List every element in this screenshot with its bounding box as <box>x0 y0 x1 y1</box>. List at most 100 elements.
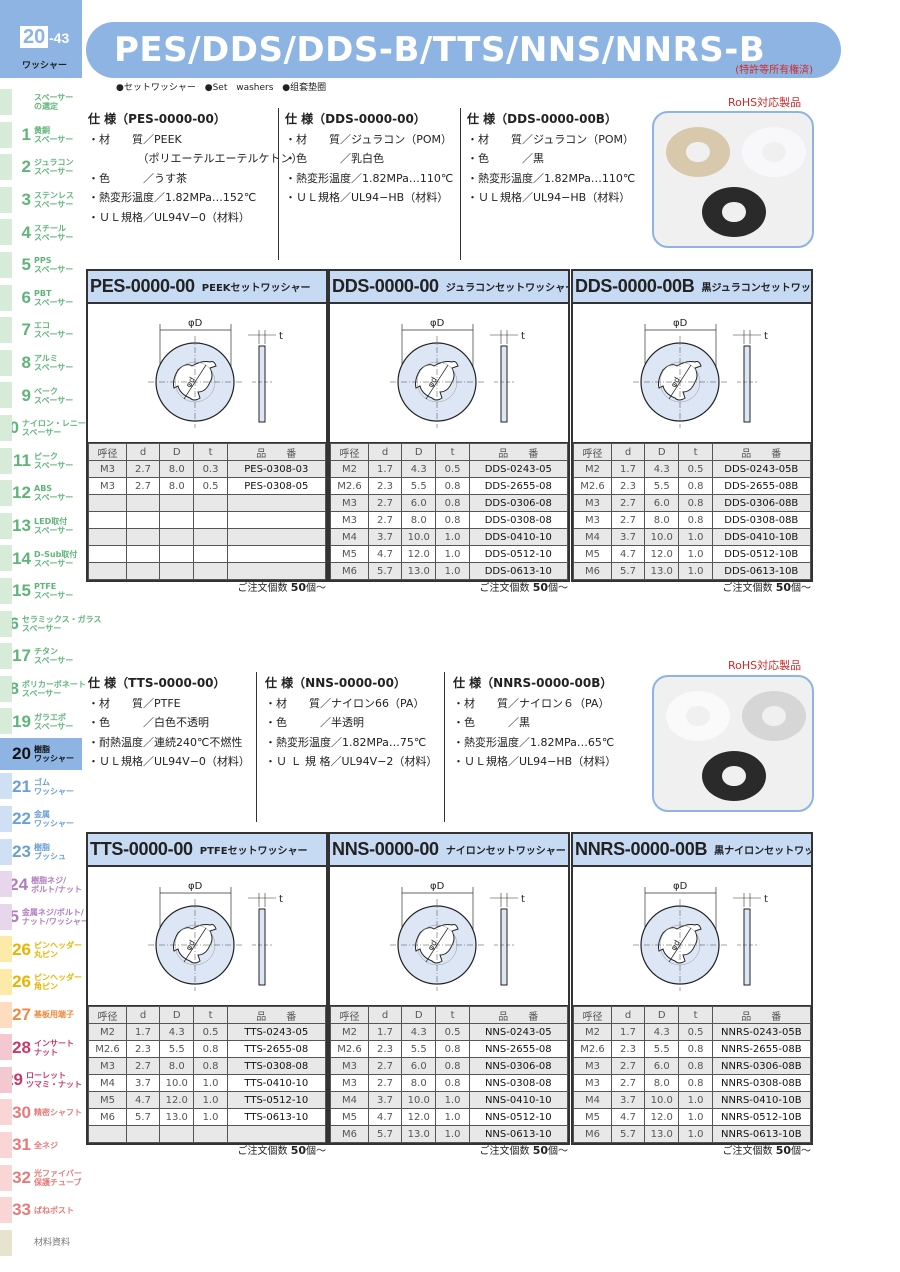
sidebar-item-33[interactable]: 33 ばねポスト <box>0 1194 82 1227</box>
sidebar-item-7[interactable]: 7 エコ スペーサー <box>0 314 82 347</box>
sidebar-item-22[interactable]: 22 金属 ワッシャー <box>0 803 82 836</box>
sidebar-item-number: 5 <box>21 255 31 275</box>
sidebar-tab-marker <box>0 480 12 507</box>
part-number: TTS-0308-08 <box>226 1057 327 1075</box>
cell: 0.8 <box>435 1074 470 1092</box>
column-header: D <box>159 443 195 461</box>
cell <box>159 562 195 580</box>
part-number: NNS-0512-10 <box>468 1108 569 1126</box>
part-number: NNRS-0410-10B <box>711 1091 812 1109</box>
cell: 1.0 <box>678 1091 713 1109</box>
sidebar-item-number: 9 <box>21 385 31 405</box>
sidebar-item-number: 2 <box>21 157 31 177</box>
sidebar-item-10[interactable]: 10ナイロン・レニー スペーサー <box>0 412 86 445</box>
sidebar-item-19[interactable]: 19 ガラエポ スペーサー <box>0 705 82 738</box>
sidebar-item-12[interactable]: 12 ABS スペーサー <box>0 477 82 510</box>
sidebar-item-number: 7 <box>21 320 31 340</box>
sidebar-item-18[interactable]: 18ポリカーボネート スペーサー <box>0 673 86 706</box>
sidebar-item-15[interactable]: 15 PTFE スペーサー <box>0 575 82 608</box>
sidebar-item-27[interactable]: 27 基板用端子 <box>0 999 82 1032</box>
sidebar-item-2[interactable]: 2 ジュラコン スペーサー <box>0 151 82 184</box>
sidebar-item-number: 22 <box>12 809 31 829</box>
sidebar-item-23[interactable]: 23 樹脂 ブッシュ <box>0 836 82 869</box>
sidebar-item-number: 21 <box>12 776 31 796</box>
sidebar-tab-marker <box>0 643 12 670</box>
sidebar-item-4[interactable]: 4 スチール スペーサー <box>0 216 82 249</box>
cell: M2.6 <box>573 1040 612 1058</box>
product-code: NNS-0000-00 <box>332 839 439 859</box>
sidebar-item-label: ステンレス スペーサー <box>34 191 74 210</box>
sidebar-item-31[interactable]: 31 全ネジ <box>0 1129 82 1162</box>
cell <box>159 1125 195 1143</box>
sidebar-item-8[interactable]: 8 アルミ スペーサー <box>0 347 82 380</box>
dimension-drawing: φD t φd <box>330 867 568 1006</box>
sidebar-tab-marker <box>0 186 12 213</box>
thickness-label: t <box>279 894 283 905</box>
sidebar-item-14[interactable]: 14 D-Sub取付 スペーサー <box>0 542 82 575</box>
cell: 5.7 <box>125 1108 161 1126</box>
table-row: M5 4.7 12.0 1.0 DDS-0512-10B <box>573 545 812 563</box>
product-header: NNS-0000-00 ナイロンセットワッシャー <box>330 834 568 867</box>
sidebar-item-info[interactable]: 材料資料 <box>0 1227 82 1260</box>
sidebar-item-17[interactable]: 17 チタン スペーサー <box>0 640 82 673</box>
spec-title: 仕 様（DDS-0000-00B） <box>467 112 617 126</box>
cell <box>193 1125 228 1143</box>
table-row: M6 5.7 13.0 1.0 NNRS-0613-10B <box>573 1125 812 1143</box>
sidebar-item-3[interactable]: 3 ステンレス スペーサー <box>0 184 82 217</box>
product-code: NNRS-0000-00B <box>575 839 708 859</box>
part-number <box>226 494 327 512</box>
table-row: M4 3.7 10.0 1.0 TTS-0410-10 <box>88 1074 327 1092</box>
cell: 1.0 <box>678 1108 713 1126</box>
sidebar-item-info[interactable]: スペーサー の選定 <box>0 86 82 119</box>
sidebar-item-6[interactable]: 6 PBT スペーサー <box>0 282 82 315</box>
sidebar-item-21[interactable]: 21 ゴム ワッシャー <box>0 770 82 803</box>
inner-diameter-label: φd <box>669 376 682 389</box>
sidebar-item-24[interactable]: 24 樹脂ネジ/ ボルト/ナット <box>0 868 82 901</box>
sidebar-item-26[interactable]: 26 ピンヘッダー 丸ピン <box>0 933 82 966</box>
cell: 6.0 <box>644 494 680 512</box>
cell: 3.7 <box>610 528 646 546</box>
sidebar-item-20[interactable]: 20 樹脂 ワッシャー <box>0 737 82 771</box>
sidebar-item-32[interactable]: 32 光ファイバー 保護チューブ <box>0 1162 82 1195</box>
sidebar-item-11[interactable]: 11 ピーク スペーサー <box>0 445 82 478</box>
part-number: TTS-2655-08 <box>226 1040 327 1058</box>
spec-line: ・ＵＬ規格／UL94−HB（材料） <box>467 191 631 204</box>
sidebar-item-1[interactable]: 1 黄銅 スペーサー <box>0 119 82 152</box>
diameter-label: φD <box>188 318 203 329</box>
sidebar-item-9[interactable]: 9 ベーク スペーサー <box>0 379 82 412</box>
sidebar-item-26[interactable]: 26 ピンヘッダー 角ピン <box>0 966 82 999</box>
cell: 6.0 <box>644 1057 680 1075</box>
cell: 4.3 <box>644 460 680 478</box>
sidebar-item-16[interactable]: 16セラミックス・ガラス スペーサー <box>0 608 102 641</box>
sidebar-item-30[interactable]: 30 精密シャフト <box>0 1096 82 1129</box>
spec-line: ・材 質／PEEK <box>88 132 182 146</box>
cell <box>88 511 127 529</box>
sidebar-item-13[interactable]: 13 LED取付 スペーサー <box>0 510 82 543</box>
sidebar-tab-marker <box>0 1034 12 1061</box>
cell: 2.7 <box>367 511 403 529</box>
sidebar-item-29[interactable]: 29 ローレット ツマミ・ナット <box>0 1064 82 1097</box>
part-number: NNS-0243-05 <box>468 1023 569 1041</box>
part-number: PES-0308-03 <box>226 460 327 478</box>
order-note-prefix: ご注文個数 <box>722 583 776 594</box>
cell: 8.0 <box>644 511 680 529</box>
cell: 0.5 <box>193 477 228 495</box>
order-note-suffix: 個〜 <box>791 583 811 594</box>
part-number <box>226 511 327 529</box>
cell: M3 <box>330 511 369 529</box>
part-number: DDS-0613-10 <box>468 562 569 580</box>
spec-title: 仕 様（TTS-0000-00） <box>88 676 226 690</box>
cell: 3.7 <box>610 1091 646 1109</box>
column-header: 品 番 <box>711 1006 812 1024</box>
spec-line: ・ＵＬ規格／UL94V−0（材料） <box>88 210 250 224</box>
table-row: M2.6 2.3 5.5 0.8 TTS-2655-08 <box>88 1040 327 1058</box>
part-number: NNS-2655-08 <box>468 1040 569 1058</box>
cell: M4 <box>330 528 369 546</box>
sidebar-item-5[interactable]: 5 PPS スペーサー <box>0 249 82 282</box>
sidebar-item-28[interactable]: 28 インサート ナット <box>0 1031 82 1064</box>
sidebar-item-25[interactable]: 25金属ネジ/ボルト/ ナット/ワッシャー <box>0 901 89 934</box>
